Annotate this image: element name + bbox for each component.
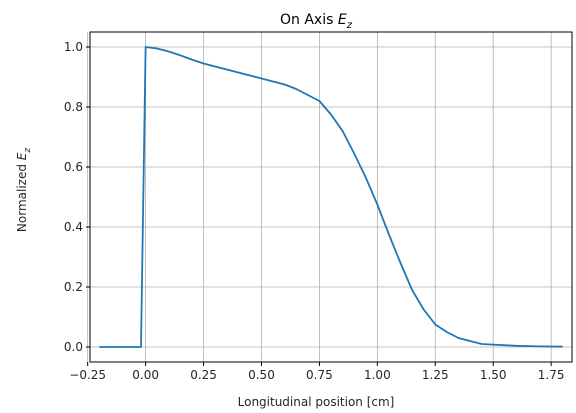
x-tick-label: 0.25 [190,368,217,382]
x-tick-label: 1.00 [364,368,391,382]
y-axis-label: Normalized Ez [15,148,33,232]
y-axis-label-math: E [15,152,29,160]
y-axis-label-math-sub: z [23,148,33,154]
y-tick-label: 0.2 [64,280,83,294]
y-axis-label-prefix: Normalized [15,160,29,232]
y-tick-label: 1.0 [64,40,83,54]
x-tick-label: 0.00 [132,368,159,382]
chart-title: On Axis Ez [280,12,353,31]
series-layer [99,46,563,348]
x-tick-label: 1.25 [422,368,449,382]
y-tick-label: 0.0 [64,340,83,354]
series-line [99,46,563,348]
chart-title-prefix: On Axis [280,12,338,28]
plot-frame [89,31,573,363]
x-tick-label: 1.50 [480,368,507,382]
x-tick-label: 0.50 [248,368,275,382]
x-tick-label: −0.25 [69,368,106,382]
x-axis-label: Longitudinal position [cm] [238,395,395,409]
x-tick-label: 1.75 [538,368,565,382]
grid [87,32,572,362]
y-tick-label: 0.8 [64,100,83,114]
y-tick-label: 0.4 [64,220,83,234]
chart-title-math-sub: z [346,20,353,31]
y-axis: 0.0 0.2 0.4 0.6 0.8 1.0 [64,40,90,354]
y-tick-label: 0.6 [64,160,83,174]
chart-title-math: E [338,12,347,28]
x-axis: −0.25 0.00 0.25 0.50 0.75 1.00 1.25 1.50 1.75 [69,362,565,382]
x-tick-label: 0.75 [306,368,333,382]
